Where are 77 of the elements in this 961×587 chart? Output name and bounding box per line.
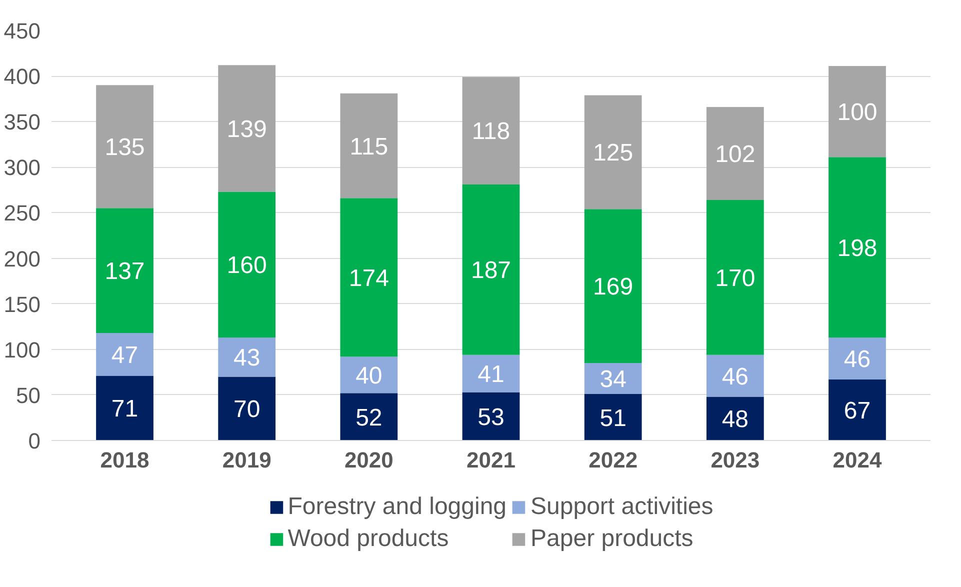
data-label: 169 <box>593 274 634 301</box>
bar <box>706 354 764 397</box>
legend-label: Paper products <box>530 524 694 552</box>
y-tick-label: 350 <box>4 110 41 135</box>
data-label: 187 <box>470 257 512 284</box>
legend-label: Wood products <box>288 524 449 552</box>
y-tick-label: 50 <box>16 382 41 408</box>
y-tick-label: 400 <box>4 64 41 90</box>
bar <box>218 192 276 338</box>
y-tick-label: 200 <box>4 246 41 272</box>
x-tick-label: 2019 <box>222 448 272 472</box>
bar <box>584 95 642 210</box>
bar <box>218 338 276 377</box>
data-label: 118 <box>472 118 510 146</box>
bar <box>96 85 154 208</box>
y-tick-label: 250 <box>4 200 41 226</box>
y-tick-label: 300 <box>4 155 41 180</box>
data-label: 137 <box>104 258 145 286</box>
legend-label: Forestry and logging <box>288 492 507 520</box>
bar <box>828 157 886 338</box>
bar <box>584 363 642 394</box>
data-label: 46 <box>722 363 749 390</box>
data-label: 47 <box>111 342 138 369</box>
data-label: 40 <box>356 362 382 390</box>
x-tick-label: 2020 <box>344 448 394 472</box>
bar <box>340 198 398 357</box>
data-label: 71 <box>111 396 138 423</box>
data-label: 160 <box>226 252 267 280</box>
data-label: 102 <box>715 141 756 168</box>
data-label: 67 <box>844 397 871 424</box>
bar <box>96 332 154 376</box>
data-label: 115 <box>350 133 388 160</box>
data-label: 135 <box>104 134 145 162</box>
data-label: 174 <box>348 264 389 292</box>
x-tick-label: 2022 <box>588 448 638 472</box>
bar <box>584 209 642 364</box>
bar <box>340 356 398 394</box>
data-label: 43 <box>233 344 260 372</box>
bar <box>340 93 398 198</box>
bar <box>462 184 520 355</box>
bar <box>462 392 520 440</box>
data-label: 170 <box>715 264 756 292</box>
bar <box>706 200 764 355</box>
bar <box>462 354 520 392</box>
bar <box>218 376 276 440</box>
y-tick-label: 450 <box>4 18 41 44</box>
x-tick-label: 2018 <box>100 448 150 472</box>
bar <box>96 208 154 333</box>
data-label: 51 <box>600 404 626 432</box>
x-tick-label: 2024 <box>832 448 882 472</box>
data-label: 41 <box>478 361 504 388</box>
data-label: 52 <box>356 404 382 432</box>
bar <box>96 376 154 440</box>
bar <box>462 76 520 184</box>
bar <box>828 379 886 440</box>
data-label: 70 <box>233 396 260 424</box>
x-tick-label: 2021 <box>466 448 516 472</box>
bar <box>706 396 764 440</box>
data-label: 34 <box>600 366 626 394</box>
bar <box>218 65 276 192</box>
data-label: 53 <box>478 404 504 431</box>
data-label: 46 <box>844 346 871 373</box>
data-label: 100 <box>837 99 878 126</box>
y-tick-label: 0 <box>28 428 41 454</box>
bar <box>828 338 886 380</box>
data-label: 198 <box>837 234 878 262</box>
y-tick-label: 150 <box>4 292 41 317</box>
legend-label: Support activities <box>530 492 714 520</box>
bar <box>584 394 642 440</box>
data-label: 125 <box>593 140 634 167</box>
y-tick-label: 100 <box>4 337 41 362</box>
bar <box>706 107 764 200</box>
bar <box>340 393 398 440</box>
data-label: 48 <box>722 406 749 434</box>
x-tick-label: 2023 <box>710 448 760 472</box>
data-label: 139 <box>226 116 267 143</box>
bar <box>828 66 886 158</box>
